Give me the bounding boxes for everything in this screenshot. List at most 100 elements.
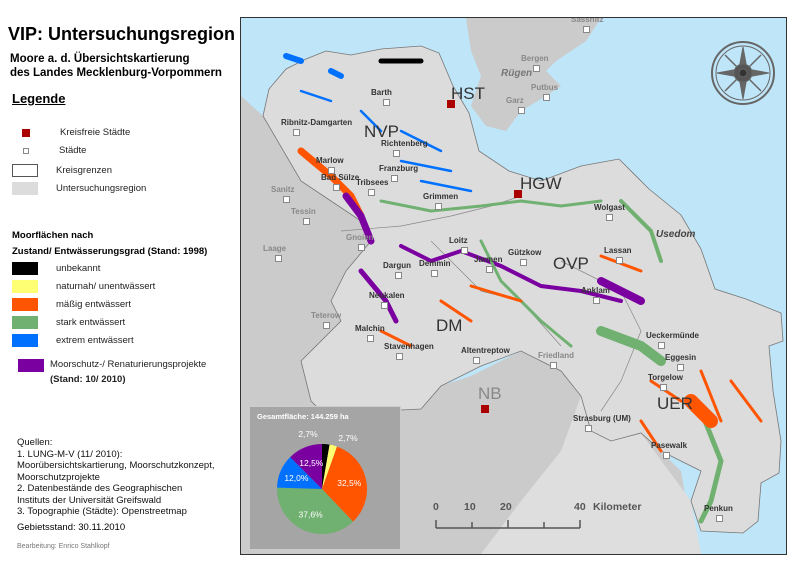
legend-swatch	[18, 359, 44, 372]
city-marker[interactable]	[368, 189, 375, 196]
legend-swatch	[12, 280, 38, 293]
pie-slice	[277, 457, 322, 489]
city-marker[interactable]	[396, 353, 403, 360]
map-frame[interactable]: 0 10 20 40 Kilometer NVP HST HGW OVP DM …	[240, 17, 787, 555]
city-marker[interactable]	[303, 218, 310, 225]
region-label-hst: HST	[451, 84, 485, 103]
scale-tick-20: 20	[500, 501, 512, 513]
compass-rose-icon	[711, 41, 775, 105]
city-marker[interactable]	[473, 357, 480, 364]
legend-item-stark: stark entwässert	[12, 316, 125, 329]
region-label-uer: UER	[657, 394, 693, 413]
city-label: Garz	[506, 96, 524, 105]
pie-chart-panel: Gesamtfläche: 144.259 ha 2,7% 2,7% 32,5% 37…	[249, 406, 401, 550]
study-region	[262, 45, 784, 534]
city-marker[interactable]	[585, 425, 592, 432]
scale-tick-0: 0	[433, 501, 439, 513]
city-label: Ueckermünde	[646, 331, 699, 340]
legend-label: Städte	[59, 145, 87, 156]
legend-sublabel: (Stand: 10/ 2010)	[50, 374, 126, 385]
city-marker[interactable]	[435, 203, 442, 210]
city-marker[interactable]	[461, 247, 468, 254]
pie-slice	[322, 444, 330, 489]
island-label-usedom: Usedom	[656, 229, 696, 240]
city-marker[interactable]	[543, 94, 550, 101]
legend-item-kreisgrenzen: Kreisgrenzen	[12, 164, 112, 177]
legend-item-extrem: extrem entwässert	[12, 334, 134, 347]
city-marker[interactable]	[431, 270, 438, 277]
city-marker[interactable]	[333, 184, 340, 191]
city-marker-hgw[interactable]	[514, 190, 522, 198]
legend-label: naturnah/ unentwässert	[56, 281, 156, 292]
region-label-ovp: OVP	[553, 254, 589, 273]
city-marker[interactable]	[358, 244, 365, 251]
source-line: 1. LUNG-M-V (11/ 2010):	[17, 448, 123, 460]
city-marker[interactable]	[550, 362, 557, 369]
legend-title: Legende	[12, 91, 66, 106]
city-marker[interactable]	[677, 364, 684, 371]
city-marker[interactable]	[323, 322, 330, 329]
city-marker[interactable]	[381, 302, 388, 309]
city-marker[interactable]	[383, 99, 390, 106]
bearbeitung: Bearbeitung: Enrico Stahlkopf	[17, 543, 110, 550]
legend-label: extrem entwässert	[56, 335, 134, 346]
city-marker[interactable]	[616, 257, 623, 264]
city-label: Sanitz	[271, 185, 295, 194]
city-marker[interactable]	[663, 452, 670, 459]
city-marker[interactable]	[367, 335, 374, 342]
map-subtitle: Moore a. d. Übersichtskartierung des Lan…	[10, 52, 222, 80]
city-label: Dargun	[383, 261, 411, 270]
city-marker-hst[interactable]	[447, 100, 455, 108]
city-marker[interactable]	[606, 214, 613, 221]
city-marker-nb[interactable]	[481, 405, 489, 413]
outside-land-south	[481, 396, 701, 554]
city-label: Penkun	[704, 504, 733, 513]
city-label: Altentreptow	[461, 346, 510, 355]
city-label: Neukalen	[369, 291, 405, 300]
city-label: Marlow	[316, 156, 344, 165]
city-label: Pasewalk	[651, 441, 688, 450]
legend-swatch	[12, 316, 38, 329]
city-marker[interactable]	[583, 26, 590, 33]
city-label: Friedland	[538, 351, 575, 360]
city-marker[interactable]	[275, 255, 282, 262]
city-marker[interactable]	[520, 259, 527, 266]
city-marker[interactable]	[658, 342, 665, 349]
sources: Quellen: 1. LUNG-M-V (11/ 2010): Moorübe…	[17, 437, 214, 518]
legend-swatch	[12, 298, 38, 311]
city-marker[interactable]	[395, 272, 402, 279]
region-label-dm: DM	[436, 316, 463, 335]
city-marker[interactable]	[593, 297, 600, 304]
city-label: Gnoien	[346, 233, 374, 242]
city-label: Ribnitz-Damgarten	[281, 118, 353, 127]
city-marker[interactable]	[328, 167, 335, 174]
city-label: Bergen	[521, 54, 549, 63]
city-marker[interactable]	[486, 266, 493, 273]
region-label-nb: NB	[478, 384, 502, 403]
city-marker[interactable]	[533, 65, 540, 72]
city-label: Demmin	[419, 259, 451, 268]
source-line: Instituts der Universität Greifswald	[17, 494, 162, 506]
city-label: Anklam	[581, 286, 610, 295]
city-marker[interactable]	[518, 107, 525, 114]
city-marker[interactable]	[660, 384, 667, 391]
pie-chart: 2,7% 2,7% 32,5% 37,6% 12,0% 12,5%	[277, 429, 367, 534]
subtitle-line: Moore a. d. Übersichtskartierung	[10, 53, 190, 65]
city-marker[interactable]	[283, 196, 290, 203]
legend-item-untersuchungsregion: Untersuchungsregion	[12, 182, 146, 195]
city-label: Teterow	[311, 311, 342, 320]
pie-slice	[322, 444, 337, 489]
city-label: Richtenberg	[381, 139, 428, 148]
city-marker[interactable]	[391, 175, 398, 182]
source-line: Moorschutzprojekte	[17, 471, 100, 483]
city-marker[interactable]	[393, 150, 400, 157]
red-square-icon	[22, 128, 30, 137]
city-marker[interactable]	[716, 515, 723, 522]
pie-data-label: 2,7%	[298, 429, 318, 439]
city-label: Putbus	[531, 83, 559, 92]
subtitle-line: des Landes Mecklenburg-Vorpommern	[10, 67, 222, 79]
city-marker[interactable]	[293, 129, 300, 136]
pie-title: Gesamtfläche: 144.259 ha	[257, 412, 349, 421]
scale-tick-10: 10	[464, 501, 476, 513]
city-label: Malchin	[355, 324, 385, 333]
